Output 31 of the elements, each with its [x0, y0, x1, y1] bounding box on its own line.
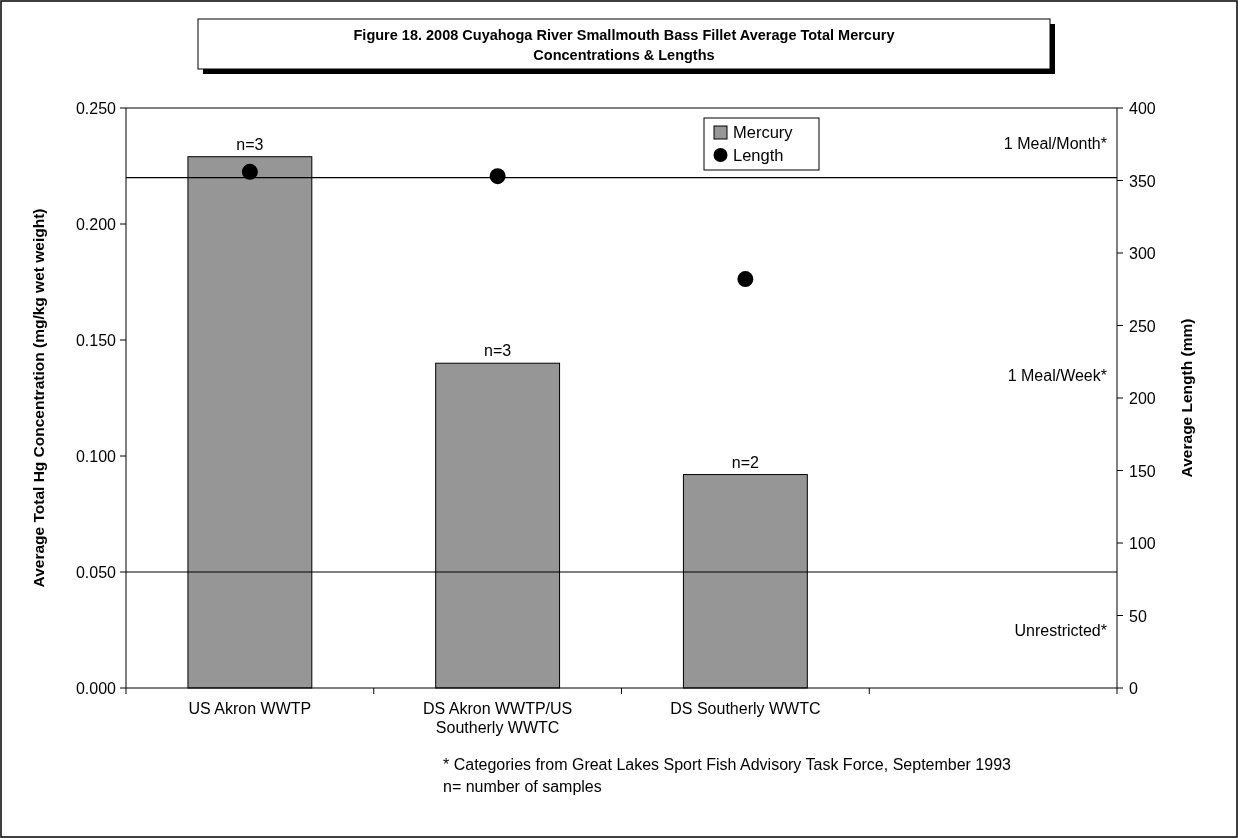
x-tick-label: DS Akron WWTP/US Southerly WWTC: [422, 700, 573, 736]
annotation: 1 Meal/Week*: [1007, 366, 1107, 384]
y-tick-label: 0.050: [75, 564, 117, 581]
y2-tick-label: 200: [1129, 390, 1156, 407]
annotation: 1 Meal/Month*: [1003, 134, 1107, 152]
y-tick-label: 0.150: [75, 332, 117, 349]
y2-axis-title: Average Length (mm): [1178, 318, 1195, 478]
annotation: n=2: [731, 453, 760, 471]
y-tick-label: 0.200: [75, 216, 117, 233]
y2-tick-label: 250: [1129, 317, 1156, 335]
y2-tick-label: 50: [1129, 607, 1147, 625]
y2-tick-label: 150: [1129, 462, 1156, 480]
x-tick-label: US Akron WWTP: [188, 700, 312, 717]
y2-tick-label: 350: [1129, 172, 1156, 190]
annotation: n=3: [484, 342, 512, 360]
y-axis-title: Average Total Hg Concentration (mg/kg wet weight): [30, 208, 47, 588]
x-tick-label: DS Southerly WWTC: [670, 700, 821, 717]
chart-title: Figure 18. 2008 Cuyahoga River Smallmouth Bass Fillet Average Total Mercury Concentrations & Lengths: [353, 27, 895, 63]
legend-label: Mercury: [733, 123, 794, 141]
y-tick-label: 0.100: [75, 448, 117, 465]
y2-tick-label: 0: [1129, 680, 1138, 697]
legend-label: Length: [733, 146, 784, 164]
y2-tick-label: 400: [1129, 100, 1156, 117]
y-tick-label: 0.000: [75, 680, 117, 697]
text: * Categories from Great Lakes Sport Fish Advisory Task Force, September 1993: [443, 756, 1012, 773]
annotation: n=3: [236, 135, 264, 153]
y2-tick-label: 300: [1129, 245, 1156, 262]
annotation: Unrestricted*: [1014, 622, 1107, 639]
text: n= number of samples: [443, 778, 602, 795]
y2-tick-label: 100: [1129, 535, 1156, 552]
y-tick-label: 0.250: [75, 100, 117, 117]
